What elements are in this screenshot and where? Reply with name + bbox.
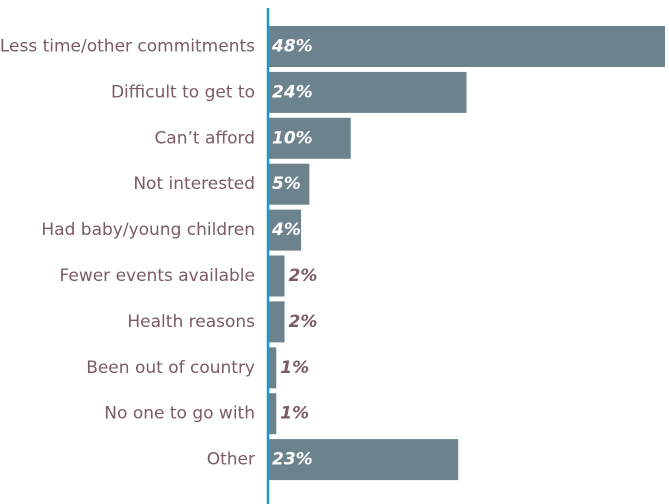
category-label-9: Other: [207, 450, 255, 470]
value-label-4: 4%: [271, 220, 301, 240]
bar-1: [268, 71, 467, 113]
category-label-5: Fewer events available: [60, 266, 255, 286]
category-label-8: No one to go with: [104, 404, 255, 424]
bar-0: [268, 26, 665, 67]
category-labels: Less time/other commitments Difficult to …: [0, 37, 255, 470]
category-label-2: Can’t afford: [154, 128, 255, 148]
bar-4: [268, 209, 302, 251]
category-label-7: Been out of country: [86, 358, 255, 378]
category-label-0: Less time/other commitments: [0, 37, 255, 57]
value-labels: 48% 24% 10% 5% 4% 2% 2% 1% 1% 23%: [271, 37, 317, 470]
category-label-4: Had baby/young children: [41, 220, 255, 240]
bars-group: [268, 26, 665, 481]
category-label-6: Health reasons: [127, 312, 255, 332]
value-label-3: 5%: [272, 174, 301, 194]
value-label-5: 2%: [289, 266, 318, 286]
value-label-7: 1%: [280, 358, 309, 378]
category-label-3: Not interested: [133, 174, 255, 194]
bar-9: [268, 439, 459, 481]
bar-3: [268, 163, 310, 205]
bar-7: [268, 347, 277, 389]
value-label-0: 48%: [271, 37, 313, 57]
value-label-1: 24%: [272, 82, 313, 102]
bar-2: [268, 117, 351, 159]
bar-5: [268, 255, 285, 297]
category-label-1: Difficult to get to: [111, 82, 255, 102]
value-label-8: 1%: [280, 404, 309, 424]
value-label-9: 23%: [272, 450, 313, 470]
value-label-6: 2%: [289, 312, 318, 332]
bar-8: [268, 393, 277, 435]
bar-6: [268, 301, 285, 343]
value-label-2: 10%: [272, 128, 313, 148]
